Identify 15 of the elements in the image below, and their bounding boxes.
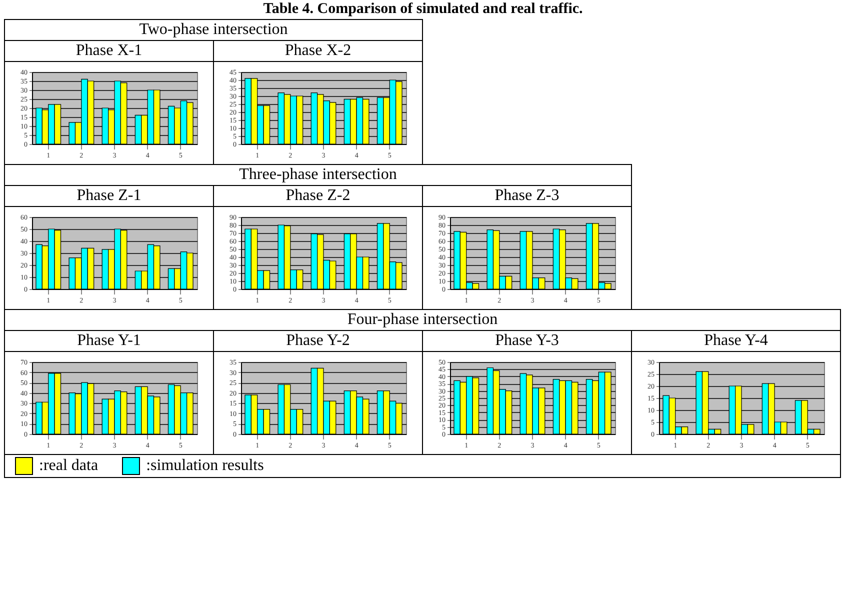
chart-title: Phase X-1: [4, 40, 214, 62]
chart-title: Phase Z-3: [422, 186, 632, 206]
text: Four-phase intersection: [4, 310, 840, 330]
legend-label: :simulation results: [146, 457, 264, 474]
legend-label: :real data: [39, 457, 98, 474]
chart-title: Phase Z-1: [4, 186, 214, 206]
chart-title: Phase Z-2: [214, 186, 422, 206]
chart-title: Phase Y-1: [4, 330, 214, 352]
chart-title: Phase X-2: [214, 40, 422, 62]
chart-title: Phase Y-4: [632, 330, 840, 352]
chart-title: Phase Y-3: [422, 330, 632, 352]
text: Two-phase intersection: [4, 20, 422, 40]
chart-title: Phase Y-2: [214, 330, 422, 352]
caption: Table 4. Comparison of simulated and real traffic.: [262, 1, 584, 18]
text: Three-phase intersection: [4, 164, 632, 186]
